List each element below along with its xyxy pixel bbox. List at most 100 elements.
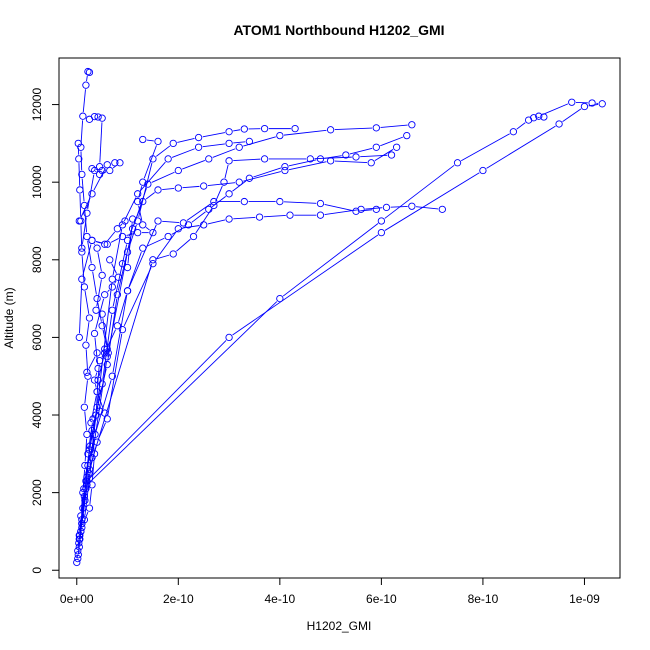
- data-point: [139, 135, 147, 144]
- data-point: [93, 244, 101, 252]
- series-segment: [96, 364, 100, 388]
- series-segment: [95, 241, 101, 244]
- data-point: [116, 159, 124, 167]
- data-point: [352, 153, 360, 161]
- series-segment: [98, 395, 104, 410]
- data-point: [281, 166, 289, 175]
- series-segment: [145, 192, 155, 200]
- data-point: [225, 128, 233, 136]
- series-segment: [195, 208, 212, 234]
- data-point: [75, 333, 83, 342]
- series-segment: [151, 171, 175, 183]
- data-point: [76, 186, 84, 194]
- data-point: [84, 372, 92, 380]
- series-segment: [107, 289, 110, 293]
- series-segment: [415, 206, 439, 210]
- data-point: [286, 211, 294, 219]
- series-segment: [95, 380, 112, 431]
- data-point: [113, 322, 122, 330]
- series-segment: [126, 233, 134, 236]
- series-segment: [95, 170, 97, 173]
- data-point: [225, 139, 233, 148]
- series-7: [76, 143, 401, 539]
- data-point: [95, 170, 104, 179]
- series-segment: [86, 322, 90, 342]
- y-tick-label: 2000: [30, 479, 44, 506]
- data-point: [93, 388, 101, 396]
- series-segment: [95, 298, 105, 330]
- data-point: [88, 263, 96, 272]
- series-segment: [107, 256, 128, 353]
- data-point: [316, 211, 325, 219]
- series-segment: [118, 294, 127, 322]
- series-segment: [177, 138, 195, 143]
- data-point: [154, 217, 162, 225]
- series-segment: [182, 185, 200, 189]
- series-segment: [324, 209, 357, 216]
- series-segment: [324, 203, 352, 211]
- data-point: [260, 155, 269, 163]
- data-point: [164, 155, 172, 163]
- data-point: [453, 159, 462, 167]
- data-point: [113, 225, 122, 233]
- data-point: [88, 236, 96, 245]
- data-point: [93, 403, 101, 411]
- series-segment: [85, 349, 89, 373]
- series-layer: [73, 67, 606, 567]
- series-segment: [97, 252, 102, 272]
- data-point: [84, 67, 92, 76]
- data-point: [357, 205, 365, 213]
- series-segment: [84, 461, 92, 516]
- data-point: [108, 275, 116, 283]
- chart-title: ATOM1 Northbound H1202_GMI: [233, 22, 444, 38]
- data-point: [90, 329, 99, 338]
- series-segment: [233, 216, 256, 220]
- data-point: [169, 139, 177, 148]
- data-point: [367, 159, 375, 167]
- data-point: [106, 256, 114, 264]
- data-point: [225, 333, 233, 342]
- data-point: [509, 128, 518, 136]
- series-segment: [81, 178, 85, 202]
- data-point: [101, 240, 109, 248]
- data-point: [118, 325, 127, 334]
- series-segment: [87, 240, 92, 264]
- data-point: [94, 113, 102, 121]
- data-point: [94, 376, 102, 384]
- series-segment: [79, 194, 82, 217]
- data-point: [104, 349, 112, 357]
- data-point: [106, 166, 114, 175]
- data-point: [128, 215, 137, 223]
- data-point: [210, 201, 218, 210]
- data-point: [372, 124, 380, 132]
- data-point: [174, 184, 182, 192]
- series-segment: [486, 125, 556, 169]
- series-segment: [182, 225, 200, 229]
- data-point: [245, 174, 254, 182]
- data-point: [80, 201, 89, 210]
- y-tick-label: 0: [30, 567, 44, 574]
- series-segment: [123, 197, 137, 222]
- series-segment: [94, 337, 99, 365]
- series-segment: [253, 167, 282, 178]
- series-segment: [176, 238, 191, 252]
- data-point: [245, 137, 254, 146]
- series-segment: [207, 219, 226, 225]
- y-tick-label: 10000: [30, 165, 44, 199]
- series-segment: [224, 164, 229, 179]
- series-segment: [79, 283, 83, 334]
- series-segment: [127, 223, 133, 264]
- series-segment: [89, 340, 227, 479]
- data-point: [103, 360, 111, 369]
- data-point: [372, 205, 380, 213]
- series-segment: [374, 149, 394, 161]
- series-segment: [92, 360, 108, 454]
- series-segment: [146, 139, 154, 142]
- data-point: [114, 273, 123, 281]
- series-segment: [138, 186, 143, 198]
- series-segment: [88, 356, 96, 369]
- series-segment: [212, 148, 236, 158]
- data-point: [121, 217, 129, 225]
- data-point: [194, 143, 203, 151]
- data-point: [225, 190, 233, 198]
